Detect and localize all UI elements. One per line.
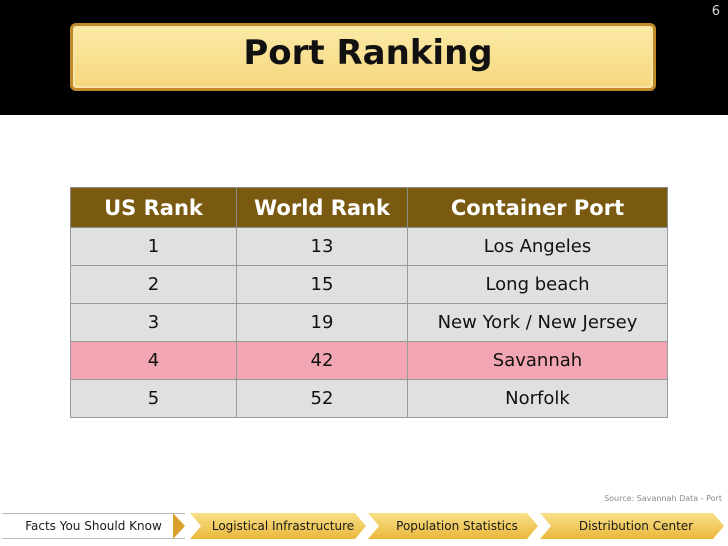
port-cell: Norfolk: [407, 379, 668, 418]
table-row: 1 13 Los Angeles: [70, 227, 668, 266]
nav-logistical-infrastructure[interactable]: Logistical Infrastructure: [190, 513, 366, 539]
page-title: Port Ranking: [243, 33, 493, 73]
table-row-highlighted: 4 42 Savannah: [70, 341, 668, 380]
table-header-row: US Rank World Rank Container Port: [70, 187, 668, 228]
world-rank-cell: 42: [236, 341, 408, 380]
us-rank-cell: 5: [70, 379, 237, 418]
us-rank-cell: 2: [70, 265, 237, 304]
nav-population-statistics[interactable]: Population Statistics: [368, 513, 538, 539]
nav-distribution-center[interactable]: Distribution Center: [540, 513, 724, 539]
table-row: 2 15 Long beach: [70, 265, 668, 304]
table-row: 3 19 New York / New Jersey: [70, 303, 668, 342]
us-rank-cell: 3: [70, 303, 237, 342]
header-container-port: Container Port: [407, 187, 668, 228]
us-rank-cell: 1: [70, 227, 237, 266]
port-ranking-table: US Rank World Rank Container Port 1 13 L…: [70, 187, 668, 418]
bottom-navigation: Facts You Should Know Logistical Infrast…: [0, 513, 728, 539]
port-cell: Long beach: [407, 265, 668, 304]
port-cell: New York / New Jersey: [407, 303, 668, 342]
port-cell: Los Angeles: [407, 227, 668, 266]
source-note: Source: Savannah Data - Port: [604, 494, 722, 503]
table-row: 5 52 Norfolk: [70, 379, 668, 418]
header-world-rank: World Rank: [236, 187, 408, 228]
header-us-rank: US Rank: [70, 187, 237, 228]
nav-arrow-icon: [173, 513, 185, 539]
world-rank-cell: 19: [236, 303, 408, 342]
world-rank-cell: 13: [236, 227, 408, 266]
nav-facts-you-should-know[interactable]: Facts You Should Know: [2, 513, 185, 539]
slide-number: 6: [711, 4, 720, 19]
world-rank-cell: 52: [236, 379, 408, 418]
us-rank-cell: 4: [70, 341, 237, 380]
world-rank-cell: 15: [236, 265, 408, 304]
port-cell: Savannah: [407, 341, 668, 380]
title-banner: Port Ranking: [70, 23, 656, 91]
header-bar: 6 Port Ranking: [0, 0, 728, 115]
